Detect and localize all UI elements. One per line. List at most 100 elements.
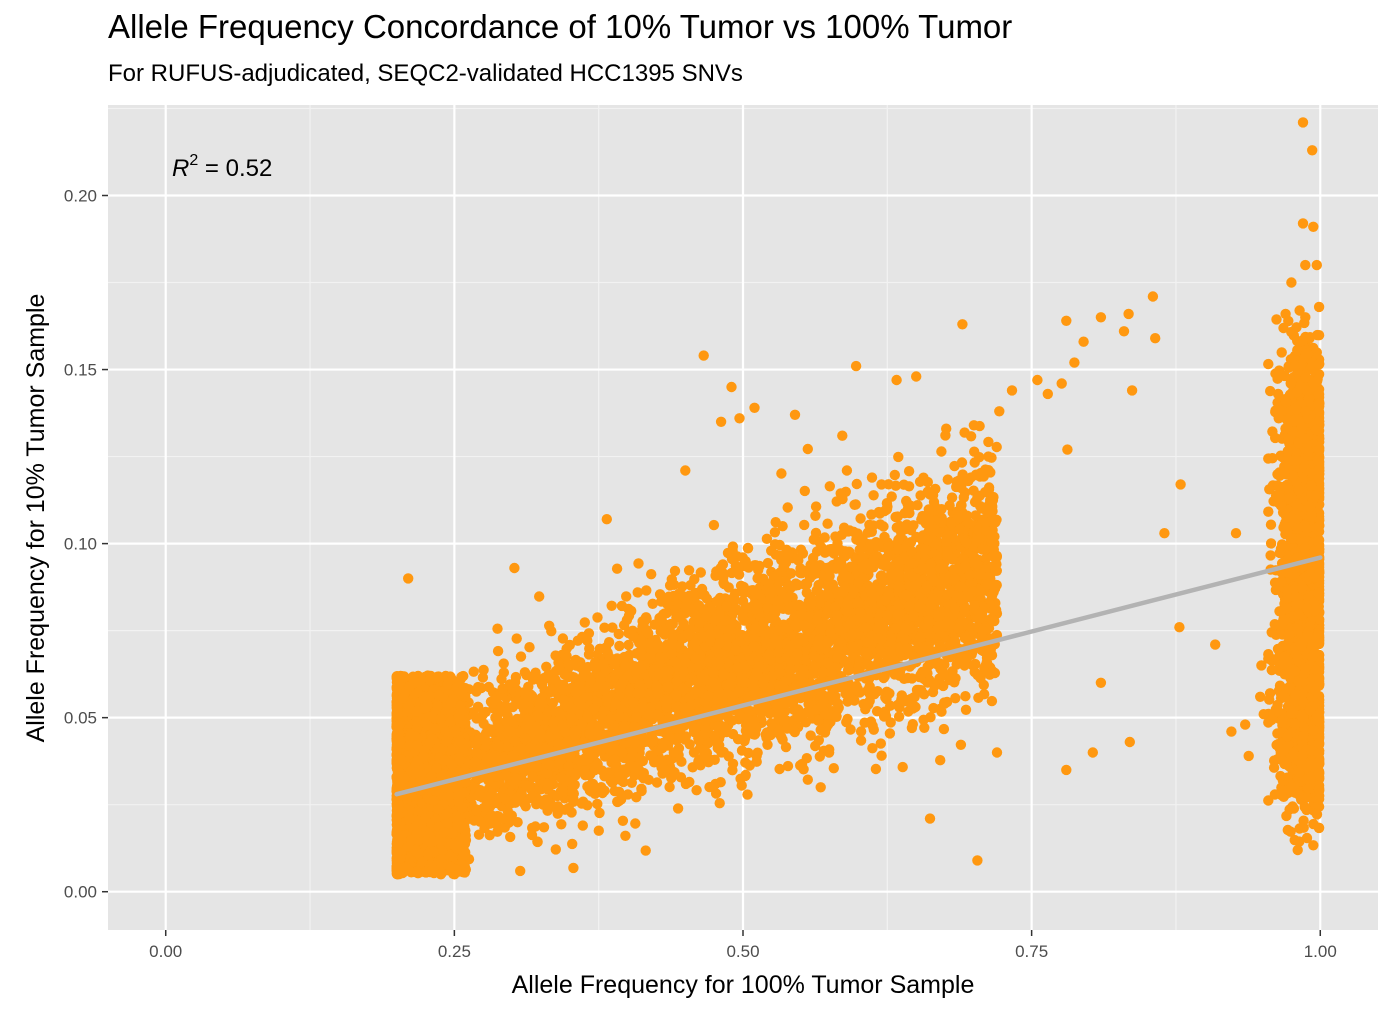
data-point: [718, 577, 729, 588]
data-point: [626, 777, 637, 788]
data-point: [527, 822, 538, 834]
data-point: [953, 513, 964, 524]
data-point: [616, 679, 627, 690]
data-point: [477, 709, 489, 720]
data-point: [579, 617, 590, 628]
data-point: [923, 516, 935, 527]
data-point: [866, 472, 878, 483]
data-point: [607, 622, 618, 633]
data-point: [935, 563, 946, 574]
data-point: [796, 758, 808, 770]
data-point: [563, 760, 574, 772]
data-point: [823, 747, 835, 758]
data-point: [774, 576, 785, 587]
data-point: [892, 544, 903, 555]
data-point: [810, 501, 822, 512]
data-point: [837, 493, 848, 505]
data-point: [719, 722, 731, 734]
data-point: [947, 666, 958, 677]
data-point: [762, 557, 774, 569]
data-point: [977, 625, 988, 637]
data-point: [520, 801, 531, 812]
data-point: [613, 628, 624, 640]
data-point: [505, 831, 516, 843]
data-point: [981, 657, 993, 669]
data-point: [691, 785, 702, 796]
data-point: [534, 591, 545, 602]
data-point: [728, 593, 740, 604]
data-point: [988, 550, 999, 561]
data-point: [684, 776, 695, 788]
data-point: [989, 583, 1001, 594]
data-point: [471, 805, 482, 816]
data-point: [576, 798, 587, 809]
data-point: [988, 605, 999, 616]
data-point: [631, 792, 642, 803]
data-point: [710, 788, 722, 799]
data-point: [860, 622, 871, 633]
data-point: [568, 672, 579, 683]
data-point: [780, 741, 792, 753]
data-point: [816, 541, 827, 553]
data-point: [541, 661, 552, 672]
data-point: [693, 756, 704, 767]
data-point: [721, 601, 732, 612]
data-point: [562, 659, 574, 671]
data-point: [770, 549, 782, 560]
data-point: [606, 600, 617, 611]
data-point: [749, 716, 760, 727]
data-point: [854, 687, 866, 698]
data-point: [699, 745, 710, 756]
data-point: [978, 679, 989, 691]
data-point: [511, 774, 522, 785]
data-point: [633, 558, 644, 569]
data-point: [805, 597, 817, 609]
data-point: [923, 615, 934, 626]
data-point: [640, 612, 652, 623]
data-point: [571, 725, 582, 736]
data-point: [618, 620, 630, 631]
data-point: [918, 472, 929, 483]
data-point: [986, 695, 998, 707]
data-point: [734, 710, 746, 721]
data-point: [889, 469, 900, 481]
data-point: [712, 595, 723, 607]
data-point: [981, 505, 992, 516]
data-point: [632, 587, 643, 598]
data-point: [824, 481, 835, 492]
data-point: [777, 521, 788, 532]
data-point: [831, 711, 842, 722]
data-point: [656, 615, 667, 626]
data-point: [485, 726, 497, 737]
data-point: [761, 637, 772, 648]
data-point: [841, 571, 853, 582]
data-point: [810, 510, 821, 521]
data-point: [797, 548, 809, 559]
data-point: [960, 632, 971, 644]
data-point: [651, 777, 663, 788]
data-point: [709, 615, 720, 626]
data-point: [722, 547, 734, 559]
data-point: [669, 767, 680, 779]
data-point: [647, 598, 658, 609]
data-point: [815, 782, 826, 793]
data-point: [668, 747, 679, 758]
data-point: [478, 718, 489, 729]
data-point: [979, 645, 990, 657]
data-point: [683, 565, 695, 576]
data-point: [941, 696, 953, 708]
data-point: [682, 628, 693, 640]
data-point: [828, 763, 839, 774]
data-point: [496, 673, 507, 685]
data-point: [949, 460, 960, 472]
data-point: [621, 591, 632, 602]
data-point: [740, 556, 751, 567]
data-point: [785, 568, 797, 579]
data-point: [785, 591, 796, 602]
data-point: [566, 712, 577, 724]
data-point: [599, 785, 610, 796]
data-point: [678, 666, 689, 677]
data-point: [643, 709, 654, 720]
data-point: [795, 567, 806, 579]
data-point: [947, 553, 958, 564]
